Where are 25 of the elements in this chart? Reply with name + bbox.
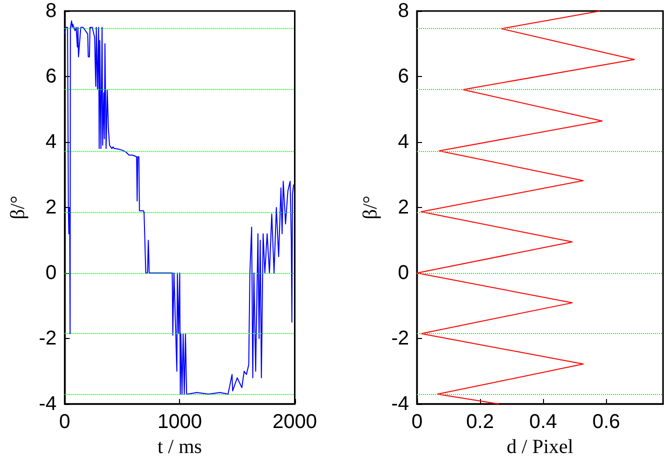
- y-axis-title: β/°: [359, 196, 382, 220]
- x-tick-label: 0.6: [592, 411, 620, 433]
- y-tick-label: 8: [46, 0, 57, 22]
- y-tick-label: 8: [398, 0, 409, 22]
- y-tick-label: 2: [46, 196, 57, 218]
- x-axis-title: t / ms: [157, 436, 202, 458]
- x-tick-label: 0: [59, 411, 70, 433]
- x-tick-label: 0: [411, 411, 423, 433]
- y-tick-label: 2: [398, 196, 409, 218]
- x-tick-label: 0.4: [529, 411, 558, 433]
- y-tick-label: -4: [391, 393, 409, 415]
- x-tick-label: 0.2: [466, 411, 494, 433]
- y-tick-label: -4: [38, 393, 57, 415]
- y-axis-title: β/°: [7, 196, 29, 220]
- x-tick-label: 2000: [272, 411, 318, 433]
- y-tick-label: -2: [38, 328, 57, 350]
- x-axis-title: d / Pixel: [506, 436, 574, 458]
- y-tick-label: -2: [391, 328, 409, 350]
- y-tick-label: 0: [398, 262, 409, 284]
- y-tick-label: 0: [46, 262, 57, 284]
- y-tick-label: 4: [398, 131, 409, 153]
- y-tick-label: 6: [398, 66, 409, 88]
- y-tick-label: 4: [46, 131, 57, 153]
- x-tick-label: 1000: [157, 411, 202, 433]
- y-tick-label: 6: [46, 66, 57, 88]
